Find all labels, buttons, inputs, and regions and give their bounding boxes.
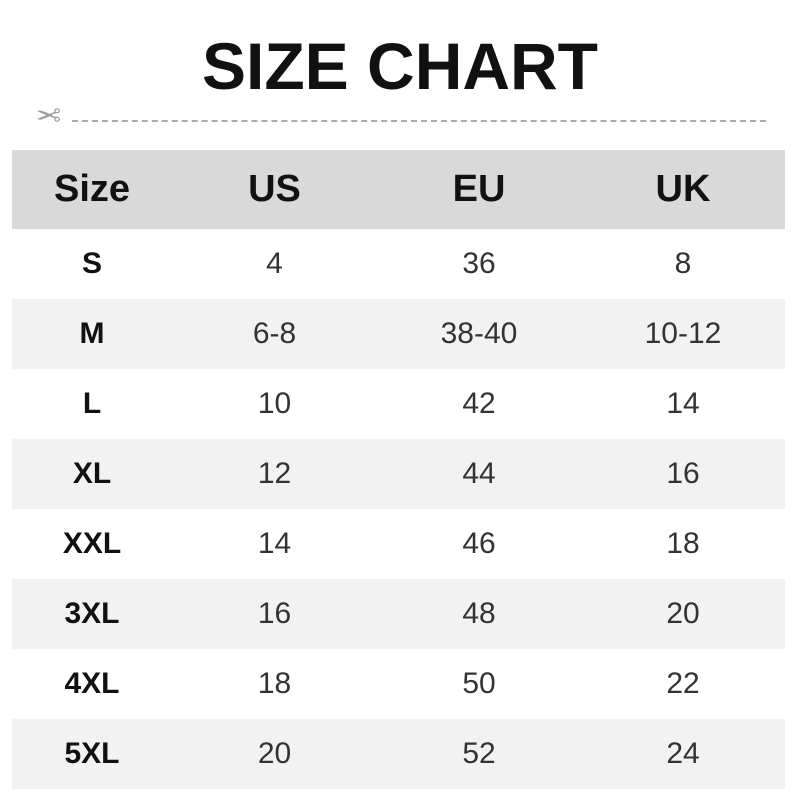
cell-uk: 10-12 [581, 299, 785, 369]
table-row: 4XL 18 50 22 [12, 649, 785, 719]
cell-size: 4XL [64, 667, 120, 700]
size-table: Size US EU UK S 4 36 8 M 6-8 38-40 10-12 L 10 42 14 XL 1… [12, 150, 785, 789]
cell-uk: 8 [674, 247, 692, 280]
table-row: M 6-8 38-40 10-12 [12, 299, 785, 369]
table-row: XL 12 44 16 [12, 439, 785, 509]
column-header-uk: UK [581, 150, 785, 229]
cell-us: 18 [257, 667, 292, 700]
cell-eu: 36 [462, 247, 496, 280]
cell-us: 14 [257, 527, 292, 560]
cell-us: 4 [266, 247, 283, 280]
cell-size: M [12, 299, 172, 369]
cell-eu: 44 [377, 439, 581, 509]
cell-uk: 14 [666, 387, 700, 420]
cell-eu: 50 [462, 667, 496, 700]
cell-size: 3XL [12, 579, 172, 649]
cut-line: ✂ [36, 100, 766, 133]
cell-eu: 52 [377, 719, 581, 789]
cell-size: XXL [62, 527, 122, 560]
cell-size: L [82, 387, 102, 420]
cell-us: 20 [172, 719, 377, 789]
cell-us: 10 [257, 387, 292, 420]
cell-uk: 18 [666, 527, 700, 560]
cell-eu: 38-40 [377, 299, 581, 369]
cell-eu: 46 [462, 527, 496, 560]
cell-us: 16 [172, 579, 377, 649]
cell-eu: 48 [377, 579, 581, 649]
cell-size: 5XL [12, 719, 172, 789]
column-header-eu: EU [377, 150, 581, 229]
cell-uk: 22 [666, 667, 700, 700]
cell-uk: 24 [581, 719, 785, 789]
table-row: S 4 36 8 [12, 229, 785, 299]
column-header-size: Size [12, 150, 172, 229]
cell-uk: 20 [581, 579, 785, 649]
header-row: Size US EU UK [12, 150, 785, 229]
cell-us: 6-8 [172, 299, 377, 369]
table-row: 5XL 20 52 24 [12, 719, 785, 789]
cell-size: XL [12, 439, 172, 509]
cell-uk: 16 [581, 439, 785, 509]
table-row: XXL 14 46 18 [12, 509, 785, 579]
cell-size: S [81, 247, 102, 280]
table-row: 3XL 16 48 20 [12, 579, 785, 649]
dashed-divider [72, 120, 766, 122]
cell-us: 12 [172, 439, 377, 509]
column-header-us: US [172, 150, 377, 229]
table-row: L 10 42 14 [12, 369, 785, 439]
cell-eu: 42 [462, 387, 496, 420]
scissors-icon: ✂ [36, 100, 62, 133]
page-title: SIZE CHART [202, 29, 598, 103]
